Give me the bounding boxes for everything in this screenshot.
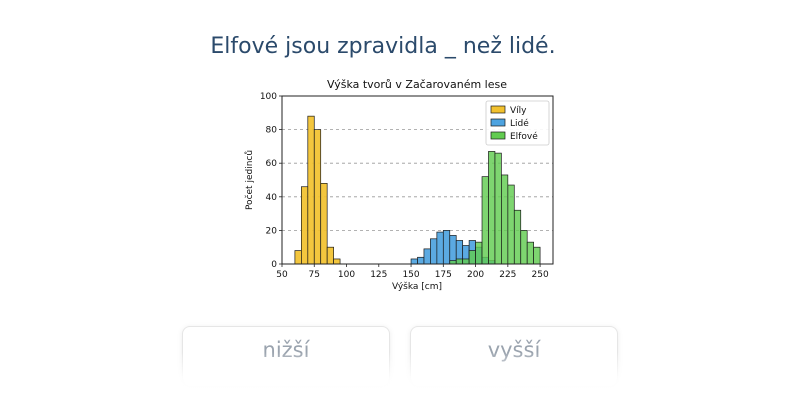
legend-swatch-víly [490, 105, 506, 114]
x-tick-label: 150 [402, 270, 419, 280]
bar-lidé [410, 258, 418, 265]
bar-elfové [468, 250, 476, 265]
bar-lidé [442, 230, 451, 265]
bar-elfové [526, 241, 534, 265]
bar-elfové [488, 151, 496, 265]
legend-swatch-lidé [490, 118, 506, 127]
bar-elfové [494, 152, 502, 265]
bar-elfové [475, 241, 483, 265]
legend-label-lidé: Lidé [510, 118, 529, 129]
bar-elfové [455, 258, 464, 265]
bar-lidé [436, 231, 444, 265]
y-tick-label: 40 [266, 193, 278, 203]
y-tick-label: 0 [271, 260, 277, 270]
bar-víly [313, 129, 322, 265]
x-axis-label: Výška [cm] [392, 281, 442, 292]
bar-víly [301, 186, 309, 265]
bar-elfové [533, 246, 541, 265]
bar-elfové [449, 260, 457, 265]
bar-lidé [449, 235, 457, 265]
x-tick-label: 75 [309, 270, 320, 280]
chart-bars [294, 115, 541, 265]
answer-button-nizsi[interactable]: nižší [182, 326, 390, 386]
legend-label-víly: Víly [510, 106, 527, 116]
bar-elfové [501, 174, 509, 265]
question-text: Elfové jsou zpravidla _ než lidé. [210, 34, 556, 59]
x-tick-label: 200 [467, 270, 484, 280]
bar-víly [320, 183, 328, 265]
x-tick-label: 175 [435, 270, 452, 280]
bar-elfové [513, 209, 522, 265]
y-axis-ticks: 0 20 40 60 80 100 [260, 92, 282, 270]
x-tick-label: 50 [276, 270, 288, 280]
answer-button-vyssi[interactable]: vyšší [410, 326, 618, 386]
x-tick-label: 100 [338, 270, 355, 280]
y-tick-label: 80 [266, 126, 278, 136]
bar-víly [326, 246, 334, 265]
bar-víly [307, 115, 315, 265]
y-tick-label: 20 [266, 226, 278, 236]
y-axis-label: Počet jedinců [244, 150, 255, 210]
x-tick-label: 225 [499, 270, 516, 280]
bar-elfové [481, 176, 489, 265]
bar-lidé [430, 238, 438, 265]
x-axis-ticks: 50 75 100 125 150 175 200 225 250 [276, 264, 549, 280]
x-tick-label: 125 [370, 270, 387, 280]
x-tick-label: 250 [532, 270, 549, 280]
legend-label-elfové: Elfové [510, 131, 538, 142]
chart-legend: Víly Lidé Elfové [485, 100, 550, 146]
plot-frame [281, 95, 554, 265]
legend-swatch-elfové [490, 131, 506, 140]
bottom-fade-overlay [0, 352, 800, 400]
bar-elfové [462, 258, 470, 265]
bar-lidé [417, 256, 425, 265]
chart-svg: Výška tvorů v Začarovaném lese 50 75 100 12… [244, 78, 554, 292]
bar-lidé [423, 248, 431, 265]
y-tick-label: 60 [266, 159, 278, 169]
bar-víly [294, 250, 302, 265]
histogram-chart: Výška tvorů v Začarovaném lese 50 75 100 12… [236, 72, 566, 302]
bar-elfové [507, 184, 515, 265]
bar-elfové [520, 230, 528, 265]
y-tick-label: 100 [260, 92, 277, 102]
bar-víly [333, 258, 341, 265]
chart-title: Výška tvorů v Začarovaném lese [327, 78, 507, 91]
